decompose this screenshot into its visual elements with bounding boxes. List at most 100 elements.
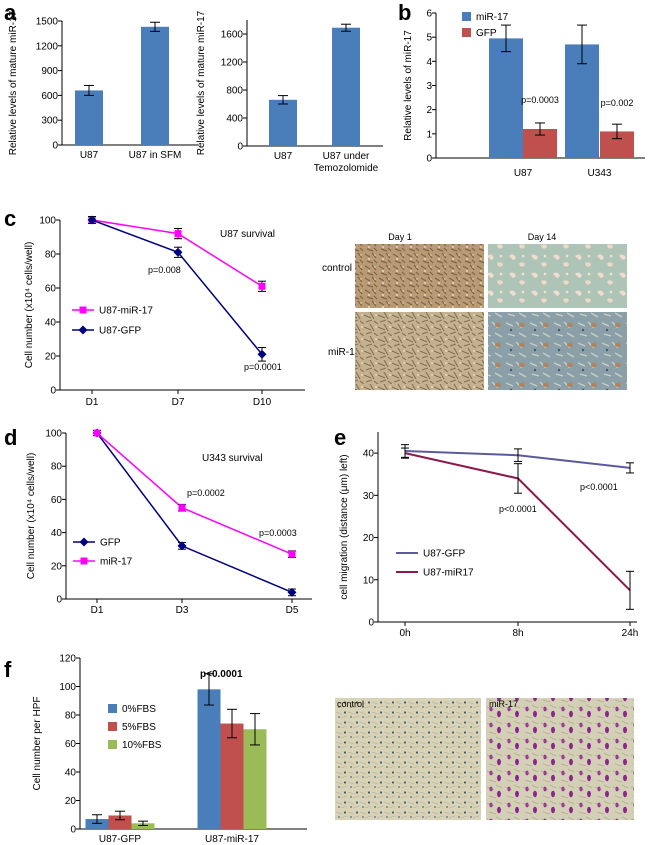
y-tick-label: 300 — [41, 116, 58, 127]
chart-title: U343 survival — [202, 453, 263, 464]
panel-label-a: a — [4, 0, 17, 25]
y-tick-label: 800 — [226, 86, 243, 97]
chart-e: 0 10 20 30 40 cell migration (distance (μm) l… — [339, 432, 638, 639]
y-tick-label: 0 — [426, 154, 432, 165]
y-axis-label: Cell number per HPF — [32, 697, 43, 791]
x-tick-label: D3 — [176, 605, 189, 616]
y-tick-label: 0 — [52, 141, 58, 152]
y-tick-label: 40 — [45, 318, 57, 329]
bar-0 — [75, 90, 103, 145]
legend-label: miR-17 — [476, 12, 509, 23]
y-tick-label: 80 — [51, 462, 63, 473]
bar-miR-17-0 — [489, 38, 523, 158]
y-tick-label: 40 — [65, 768, 77, 779]
panel-label-f: f — [4, 657, 12, 682]
x-tick-label: D1 — [86, 397, 99, 408]
legend-label: GFP — [476, 28, 497, 39]
annotation-pvalue: p=0.002 — [601, 98, 634, 108]
legend-marker — [80, 557, 88, 565]
photo-pair-f: control miR-17 — [335, 698, 634, 820]
y-tick-label: 4 — [426, 57, 432, 68]
y-tick-label: 0 — [70, 825, 76, 836]
x-tick-label: D5 — [286, 605, 299, 616]
y-axis-label: Cell number (x10⁴ cells/well) — [26, 453, 37, 580]
y-tick-label: 1 — [426, 129, 432, 140]
photo-f-mir17 — [486, 698, 634, 820]
bar-0 — [269, 99, 297, 146]
y-axis-label: cell migration (distance (μm) left) — [339, 454, 350, 599]
y-axis-label: Relative levels of mature miR-17 — [8, 10, 19, 155]
data-point — [173, 247, 183, 257]
bar-1 — [141, 26, 169, 145]
data-point — [174, 230, 182, 238]
y-tick-label: 2 — [426, 105, 432, 116]
legend-swatch — [108, 704, 117, 713]
photo-grid-c: Day 1 Day 14 control miR-17 — [322, 232, 627, 390]
y-tick-label: 1200 — [221, 58, 244, 69]
y-tick-label: 60 — [51, 495, 63, 506]
chart-a2: 0 400 800 1200 1600 Relative levels of mature… — [196, 10, 383, 174]
y-tick-label: 60 — [45, 284, 57, 295]
y-tick-label: 20 — [45, 352, 57, 363]
legend-label: GFP — [100, 538, 121, 549]
legend-marker — [79, 306, 87, 314]
legend-marker — [79, 537, 89, 547]
photo-row-label-mir17: miR-17 — [328, 347, 361, 358]
chart-a1: 0 300 600 900 1200 1500 Relative levels of mat… — [8, 10, 198, 161]
x-tick-label: 0h — [399, 628, 410, 639]
y-tick-label: 400 — [226, 114, 243, 125]
data-point — [87, 215, 97, 225]
photo-mir17-day14 — [488, 312, 627, 390]
annotation-pvalue: p=0.0003 — [521, 95, 559, 105]
data-point — [93, 429, 101, 437]
y-tick-label: 600 — [41, 91, 58, 102]
photo-f-label-control: control — [337, 699, 364, 709]
y-axis-label: Cell number (x10⁴ cells/well) — [24, 242, 35, 369]
annotation-pvalue: p=0.0001 — [244, 362, 282, 372]
chart-d: 0 20 40 60 80 100 Cell number (x10⁴ cells/well… — [26, 428, 312, 616]
legend-swatch — [108, 722, 117, 731]
bar-0%FBS-0 — [85, 819, 109, 829]
panel-label-e: e — [334, 425, 346, 450]
y-tick-label: 0 — [50, 386, 56, 397]
x-tick-label: U87-GFP — [99, 834, 142, 845]
legend-swatch — [108, 740, 117, 749]
y-tick-label: 20 — [363, 533, 375, 544]
legend-label: miR-17 — [100, 557, 133, 568]
annotation-pvalue: p<0.0001 — [200, 669, 243, 680]
x-tick-label: D10 — [253, 397, 272, 408]
y-tick-label: 80 — [45, 250, 57, 261]
legend-label: U87-GFP — [99, 326, 142, 337]
y-tick-label: 30 — [363, 491, 375, 502]
data-point — [177, 541, 187, 551]
y-tick-label: 40 — [363, 449, 375, 460]
photo-row-label-control: control — [322, 263, 352, 274]
y-tick-label: 100 — [45, 429, 62, 440]
data-point — [288, 550, 296, 558]
chart-f: 0 20 40 60 80 100 120 Cell number per HPF U87-GF… — [32, 654, 307, 845]
photo-f-control — [335, 698, 481, 820]
y-tick-label: 5 — [426, 33, 432, 44]
x-tick-label: U87 — [514, 168, 533, 179]
photo-mir17-day1 — [355, 312, 484, 390]
photo-col-label-day14: Day 14 — [528, 232, 557, 242]
x-tick-label: 24h — [622, 628, 639, 639]
y-tick-label: 100 — [59, 682, 76, 693]
x-tick-label: D7 — [172, 397, 185, 408]
y-tick-label: 1200 — [36, 41, 59, 52]
annotation-pvalue: p<0.0001 — [580, 482, 618, 492]
photo-col-label-day1: Day 1 — [388, 232, 412, 242]
y-tick-label: 80 — [65, 711, 77, 722]
legend-label: 0%FBS — [122, 704, 156, 715]
chart-b: 0 1 2 3 4 5 6 Relative levels of miR-17 U87 U343 p… — [403, 9, 645, 179]
x-tick-label: U87 under — [323, 151, 370, 162]
photo-control-day14 — [488, 244, 627, 308]
x-tick-label: D1 — [91, 605, 104, 616]
data-point — [178, 504, 186, 512]
data-point — [258, 282, 266, 290]
chart-c: 0 20 40 60 80 100 Cell number (x10⁴ cells/well… — [24, 215, 305, 408]
legend-marker — [78, 325, 88, 335]
y-tick-label: 60 — [65, 739, 77, 750]
y-tick-label: 1500 — [36, 17, 59, 28]
